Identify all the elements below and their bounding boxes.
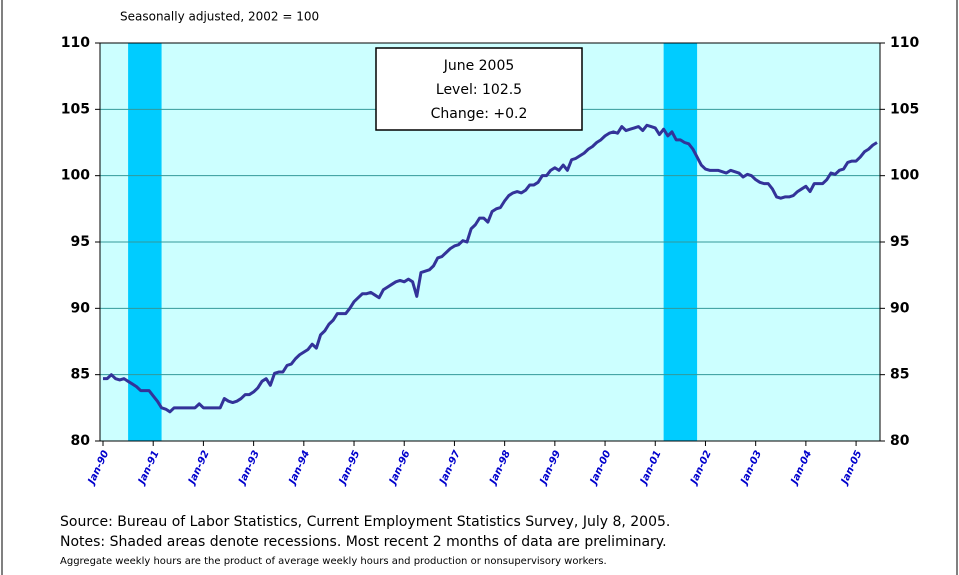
- y2-tick-label: 95: [890, 234, 909, 250]
- y-tick-label: 95: [71, 234, 90, 250]
- x-tick-label: Jan-00: [588, 449, 614, 488]
- x-tick-label: Jan-92: [186, 449, 212, 488]
- y2-tick-label: 110: [890, 35, 919, 51]
- x-tick-label: Jan-05: [839, 449, 865, 488]
- annotation-line: Level: 102.5: [436, 82, 522, 98]
- x-tick-label: Jan-98: [487, 449, 513, 488]
- x-tick-label: Jan-91: [136, 449, 162, 488]
- x-tick-label: Jan-94: [286, 449, 312, 488]
- y2-tick-label: 90: [890, 300, 910, 316]
- x-tick-label: Jan-04: [788, 449, 814, 488]
- x-tick-label: Jan-90: [86, 449, 112, 488]
- x-tick-label: Jan-01: [638, 449, 664, 488]
- annotation-line: June 2005: [443, 58, 515, 74]
- y2-tick-label: 100: [890, 168, 919, 184]
- annotation-box: [375, 47, 583, 131]
- y-tick-label: 110: [61, 35, 90, 51]
- x-tick-label: Jan-02: [688, 449, 714, 488]
- note: Notes: Shaded areas denote recessions. M…: [60, 534, 667, 550]
- annotation-line: Change: +0.2: [431, 106, 528, 122]
- y-tick-label: 80: [71, 433, 91, 449]
- y2-tick-label: 105: [890, 101, 919, 117]
- source-note: Source: Bureau of Labor Statistics, Curr…: [60, 514, 670, 530]
- note: Aggregate weekly hours are the product o…: [60, 556, 607, 567]
- data-line: [103, 123, 878, 414]
- y-tick-label: 90: [71, 300, 91, 316]
- subtitle: Seasonally adjusted, 2002 = 100: [120, 10, 319, 24]
- x-tick-label: Jan-97: [437, 449, 463, 488]
- x-tick-label: Jan-03: [738, 449, 764, 488]
- x-tick-label: Jan-95: [337, 449, 363, 488]
- x-tick-label: Jan-93: [236, 449, 262, 488]
- x-tick-label: Jan-96: [387, 449, 413, 488]
- y2-tick-label: 80: [890, 433, 910, 449]
- x-tick-label: Jan-99: [537, 449, 563, 488]
- y2-tick-label: 85: [890, 367, 909, 383]
- y-tick-label: 85: [71, 367, 90, 383]
- y-tick-label: 105: [61, 101, 90, 117]
- y-tick-label: 100: [61, 168, 90, 184]
